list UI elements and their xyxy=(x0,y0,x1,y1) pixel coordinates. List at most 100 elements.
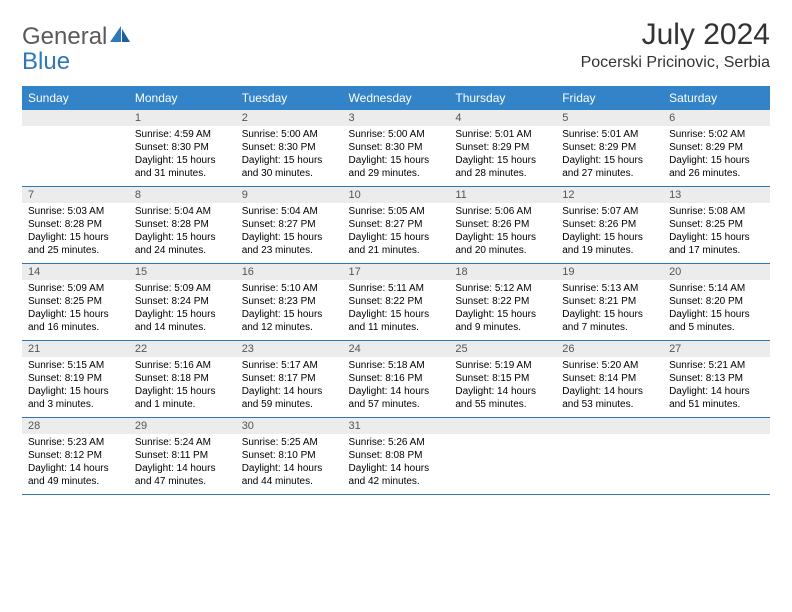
calendar-cell: 30Sunrise: 5:25 AMSunset: 8:10 PMDayligh… xyxy=(236,418,343,495)
day-details: Sunrise: 5:14 AMSunset: 8:20 PMDaylight:… xyxy=(663,280,770,340)
day-number: 15 xyxy=(129,264,236,280)
day-details: Sunrise: 5:02 AMSunset: 8:29 PMDaylight:… xyxy=(663,126,770,186)
calendar-week: 28Sunrise: 5:23 AMSunset: 8:12 PMDayligh… xyxy=(22,418,770,495)
calendar-cell: 27Sunrise: 5:21 AMSunset: 8:13 PMDayligh… xyxy=(663,341,770,418)
day-details: Sunrise: 5:06 AMSunset: 8:26 PMDaylight:… xyxy=(449,203,556,263)
calendar-cell: 7Sunrise: 5:03 AMSunset: 8:28 PMDaylight… xyxy=(22,187,129,264)
day-details: Sunrise: 5:18 AMSunset: 8:16 PMDaylight:… xyxy=(343,357,450,417)
day-details: Sunrise: 5:13 AMSunset: 8:21 PMDaylight:… xyxy=(556,280,663,340)
logo-text-general: General xyxy=(22,23,107,50)
calendar-cell xyxy=(449,418,556,495)
day-details: Sunrise: 5:04 AMSunset: 8:27 PMDaylight:… xyxy=(236,203,343,263)
logo: GeneralBlue xyxy=(22,18,132,74)
title-block: July 2024 Pocerski Pricinovic, Serbia xyxy=(581,18,770,72)
day-header: Sunday xyxy=(22,86,129,110)
calendar-cell: 21Sunrise: 5:15 AMSunset: 8:19 PMDayligh… xyxy=(22,341,129,418)
day-details: Sunrise: 5:10 AMSunset: 8:23 PMDaylight:… xyxy=(236,280,343,340)
day-number: 27 xyxy=(663,341,770,357)
day-details: Sunrise: 5:16 AMSunset: 8:18 PMDaylight:… xyxy=(129,357,236,417)
calendar-cell: 18Sunrise: 5:12 AMSunset: 8:22 PMDayligh… xyxy=(449,264,556,341)
calendar-cell: 15Sunrise: 5:09 AMSunset: 8:24 PMDayligh… xyxy=(129,264,236,341)
calendar-cell: 20Sunrise: 5:14 AMSunset: 8:20 PMDayligh… xyxy=(663,264,770,341)
day-number: 25 xyxy=(449,341,556,357)
day-number: 6 xyxy=(663,110,770,126)
page-header: GeneralBlue July 2024 Pocerski Pricinovi… xyxy=(22,18,770,74)
day-number: 23 xyxy=(236,341,343,357)
calendar-cell: 26Sunrise: 5:20 AMSunset: 8:14 PMDayligh… xyxy=(556,341,663,418)
calendar-table: SundayMondayTuesdayWednesdayThursdayFrid… xyxy=(22,86,770,495)
logo-sail-icon xyxy=(110,24,132,49)
day-number-empty xyxy=(556,418,663,434)
day-details: Sunrise: 5:21 AMSunset: 8:13 PMDaylight:… xyxy=(663,357,770,417)
calendar-cell: 22Sunrise: 5:16 AMSunset: 8:18 PMDayligh… xyxy=(129,341,236,418)
calendar-cell: 8Sunrise: 5:04 AMSunset: 8:28 PMDaylight… xyxy=(129,187,236,264)
day-number: 13 xyxy=(663,187,770,203)
day-header: Friday xyxy=(556,86,663,110)
day-details: Sunrise: 5:24 AMSunset: 8:11 PMDaylight:… xyxy=(129,434,236,494)
day-details: Sunrise: 5:09 AMSunset: 8:24 PMDaylight:… xyxy=(129,280,236,340)
day-number: 24 xyxy=(343,341,450,357)
calendar-cell xyxy=(22,110,129,187)
day-number-empty xyxy=(663,418,770,434)
calendar-cell: 6Sunrise: 5:02 AMSunset: 8:29 PMDaylight… xyxy=(663,110,770,187)
day-details: Sunrise: 5:00 AMSunset: 8:30 PMDaylight:… xyxy=(343,126,450,186)
calendar-cell: 17Sunrise: 5:11 AMSunset: 8:22 PMDayligh… xyxy=(343,264,450,341)
day-details: Sunrise: 5:11 AMSunset: 8:22 PMDaylight:… xyxy=(343,280,450,340)
logo-text-blue: Blue xyxy=(22,48,70,75)
day-number: 28 xyxy=(22,418,129,434)
day-number: 30 xyxy=(236,418,343,434)
calendar-cell: 16Sunrise: 5:10 AMSunset: 8:23 PMDayligh… xyxy=(236,264,343,341)
calendar-cell: 3Sunrise: 5:00 AMSunset: 8:30 PMDaylight… xyxy=(343,110,450,187)
day-number: 14 xyxy=(22,264,129,280)
day-number: 17 xyxy=(343,264,450,280)
calendar-cell: 9Sunrise: 5:04 AMSunset: 8:27 PMDaylight… xyxy=(236,187,343,264)
day-header: Thursday xyxy=(449,86,556,110)
calendar-cell xyxy=(663,418,770,495)
calendar-cell: 12Sunrise: 5:07 AMSunset: 8:26 PMDayligh… xyxy=(556,187,663,264)
calendar-cell: 24Sunrise: 5:18 AMSunset: 8:16 PMDayligh… xyxy=(343,341,450,418)
day-details: Sunrise: 5:12 AMSunset: 8:22 PMDaylight:… xyxy=(449,280,556,340)
calendar-cell xyxy=(556,418,663,495)
calendar-cell: 10Sunrise: 5:05 AMSunset: 8:27 PMDayligh… xyxy=(343,187,450,264)
calendar-cell: 31Sunrise: 5:26 AMSunset: 8:08 PMDayligh… xyxy=(343,418,450,495)
day-details: Sunrise: 5:01 AMSunset: 8:29 PMDaylight:… xyxy=(449,126,556,186)
calendar-week: 7Sunrise: 5:03 AMSunset: 8:28 PMDaylight… xyxy=(22,187,770,264)
day-number: 22 xyxy=(129,341,236,357)
day-number: 4 xyxy=(449,110,556,126)
calendar-week: 1Sunrise: 4:59 AMSunset: 8:30 PMDaylight… xyxy=(22,110,770,187)
day-details: Sunrise: 5:03 AMSunset: 8:28 PMDaylight:… xyxy=(22,203,129,263)
calendar-cell: 5Sunrise: 5:01 AMSunset: 8:29 PMDaylight… xyxy=(556,110,663,187)
calendar-cell: 4Sunrise: 5:01 AMSunset: 8:29 PMDaylight… xyxy=(449,110,556,187)
day-number: 7 xyxy=(22,187,129,203)
day-details: Sunrise: 5:09 AMSunset: 8:25 PMDaylight:… xyxy=(22,280,129,340)
day-details: Sunrise: 5:25 AMSunset: 8:10 PMDaylight:… xyxy=(236,434,343,494)
day-number: 12 xyxy=(556,187,663,203)
day-details: Sunrise: 5:05 AMSunset: 8:27 PMDaylight:… xyxy=(343,203,450,263)
day-number: 16 xyxy=(236,264,343,280)
day-number: 19 xyxy=(556,264,663,280)
day-number: 18 xyxy=(449,264,556,280)
location-label: Pocerski Pricinovic, Serbia xyxy=(581,54,770,72)
day-number: 8 xyxy=(129,187,236,203)
day-number: 10 xyxy=(343,187,450,203)
day-number: 26 xyxy=(556,341,663,357)
day-number: 21 xyxy=(22,341,129,357)
calendar-cell: 25Sunrise: 5:19 AMSunset: 8:15 PMDayligh… xyxy=(449,341,556,418)
day-details: Sunrise: 5:08 AMSunset: 8:25 PMDaylight:… xyxy=(663,203,770,263)
calendar-week: 21Sunrise: 5:15 AMSunset: 8:19 PMDayligh… xyxy=(22,341,770,418)
calendar-cell: 23Sunrise: 5:17 AMSunset: 8:17 PMDayligh… xyxy=(236,341,343,418)
day-details: Sunrise: 4:59 AMSunset: 8:30 PMDaylight:… xyxy=(129,126,236,186)
day-number-empty xyxy=(449,418,556,434)
day-number: 31 xyxy=(343,418,450,434)
calendar-cell: 29Sunrise: 5:24 AMSunset: 8:11 PMDayligh… xyxy=(129,418,236,495)
calendar-week: 14Sunrise: 5:09 AMSunset: 8:25 PMDayligh… xyxy=(22,264,770,341)
day-details: Sunrise: 5:00 AMSunset: 8:30 PMDaylight:… xyxy=(236,126,343,186)
month-title: July 2024 xyxy=(581,18,770,52)
calendar-cell: 19Sunrise: 5:13 AMSunset: 8:21 PMDayligh… xyxy=(556,264,663,341)
calendar-cell: 28Sunrise: 5:23 AMSunset: 8:12 PMDayligh… xyxy=(22,418,129,495)
day-header: Wednesday xyxy=(343,86,450,110)
day-number: 3 xyxy=(343,110,450,126)
calendar-cell: 13Sunrise: 5:08 AMSunset: 8:25 PMDayligh… xyxy=(663,187,770,264)
calendar-cell: 1Sunrise: 4:59 AMSunset: 8:30 PMDaylight… xyxy=(129,110,236,187)
day-number-empty xyxy=(22,110,129,126)
